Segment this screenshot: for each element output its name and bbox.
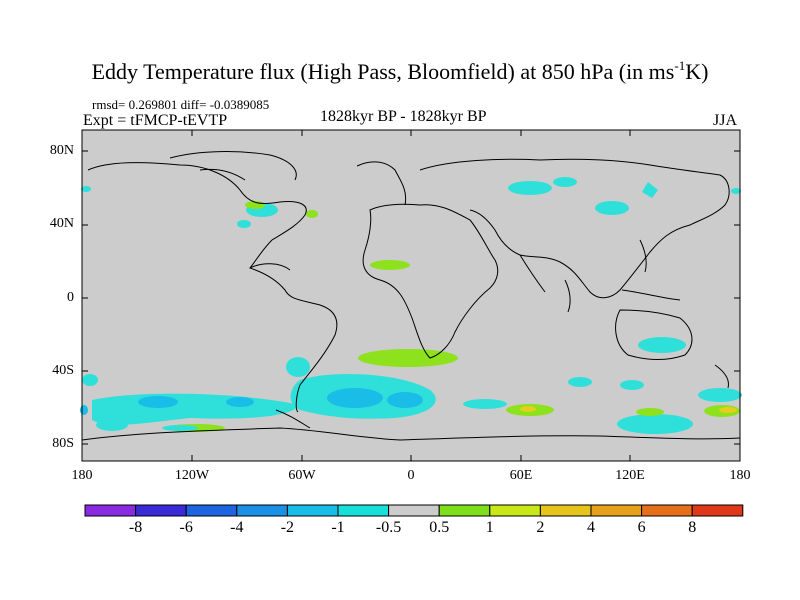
colorbar-box (641, 504, 693, 517)
patch-aus-cyan (638, 337, 686, 353)
ylabel-80n: 80N (49, 143, 74, 158)
patch-ea-cyan (642, 182, 658, 198)
colorbar-label: 1 (485, 519, 494, 536)
patch-sib-cyan1 (508, 181, 552, 195)
patch-atl-cyan (81, 186, 91, 192)
patch-ant-cyan (617, 414, 693, 434)
colorbar-box (185, 504, 238, 517)
xlabel-120e: 120E (615, 468, 645, 483)
title-main: Eddy Temperature flux (High Pass, Bloomf… (91, 59, 675, 84)
colorbar-box (539, 504, 592, 517)
chart-title: Eddy Temperature flux (High Pass, Bloomf… (0, 58, 800, 85)
colorbar-label: 6 (637, 519, 646, 536)
stats-text: rmsd= 0.269801 diff= -0.0389085 (92, 97, 270, 112)
patch-so-lightblue2 (387, 392, 423, 408)
patch-sio-cyan1 (568, 377, 592, 387)
colorbar-label: 0.5 (429, 519, 450, 536)
patch-sib-cyan2 (553, 177, 577, 187)
patch-ant-green (636, 408, 664, 416)
patch-sio-cyan3 (463, 399, 507, 409)
patch-spac-lb2 (226, 397, 254, 407)
colorbar-label: 8 (688, 519, 697, 536)
ylabel-80s: 80S (52, 436, 74, 451)
colorbar-box (691, 504, 744, 517)
colorbar-box (286, 504, 339, 517)
title-superscript: -1 (674, 58, 686, 73)
title-suffix: K) (685, 59, 709, 84)
colorbar-box (135, 504, 187, 517)
colorbar (84, 504, 744, 517)
colorbar-label: 4 (587, 519, 595, 536)
patch-amund-cyan (162, 425, 198, 431)
patch-so-lb-left (80, 405, 88, 415)
patch-ross-yellow (719, 407, 737, 413)
xlabel-60w: 60W (288, 468, 316, 483)
colorbar-label: -8 (128, 519, 143, 536)
colorbar-box (236, 504, 288, 517)
xlabel-60e: 60E (509, 468, 533, 483)
coastlines (81, 151, 741, 441)
patch-spac-cyan3 (96, 419, 128, 431)
colorbar-label: -1 (331, 519, 345, 536)
colorbar-box (388, 504, 440, 517)
colorbar-box (590, 504, 643, 517)
patch-spac-cyan2 (82, 374, 98, 386)
patch-sio-cyan2 (620, 380, 644, 390)
period-label: 1828kyr BP - 1828kyr BP (320, 108, 487, 125)
patch-so-lightblue (327, 388, 383, 408)
patch-atl-green (306, 210, 318, 218)
colorbar-box (84, 504, 137, 517)
patch-patag-cyan (286, 357, 310, 377)
colorbar-label: -2 (280, 519, 295, 536)
patch-spac-lb1 (138, 396, 178, 408)
ylabel-0: 0 (67, 290, 74, 305)
colorbar-box (337, 504, 390, 517)
xlabel-120w: 120W (174, 468, 210, 483)
anomaly-patches (80, 177, 742, 434)
patch-asia-cyan (595, 201, 629, 215)
patch-pac-cyan (731, 188, 741, 194)
colorbar-label: -0.5 (375, 519, 402, 536)
colorbar-box (438, 504, 491, 517)
tick-marks (82, 130, 740, 461)
xlabel-0: 0 (407, 468, 415, 483)
xlabel-180e: 180 (729, 468, 751, 483)
colorbar-label: 2 (536, 519, 545, 536)
patch-safrica-green (370, 260, 410, 270)
experiment-label: Expt = tFMCP-tEVTP (83, 112, 228, 129)
ylabel-40n: 40N (49, 216, 74, 231)
xlabel-180w: 180 (71, 468, 93, 483)
colorbar-box (489, 504, 541, 517)
patch-sio-yellow (520, 406, 536, 412)
patch-spac-cyan (698, 388, 742, 402)
patch-sa-green (358, 349, 458, 367)
ylabel-40s: 40S (52, 363, 74, 378)
colorbar-label: -6 (179, 519, 193, 536)
patch-nam-cyan2 (237, 220, 251, 228)
colorbar-label: -4 (230, 519, 244, 536)
season-label: JJA (713, 112, 738, 129)
